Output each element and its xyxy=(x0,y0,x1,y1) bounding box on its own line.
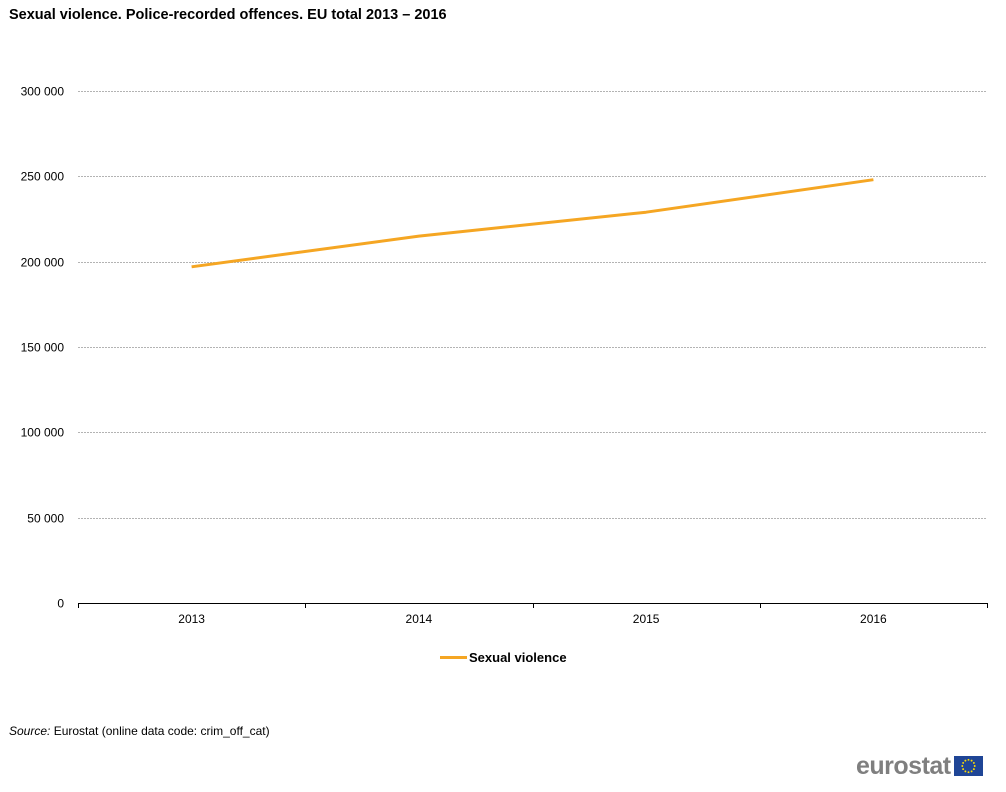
series-line xyxy=(191,178,874,269)
y-tick-label: 100 000 xyxy=(21,426,65,440)
x-tick-label: 2016 xyxy=(860,612,887,626)
flag-star xyxy=(973,765,976,767)
gridlines xyxy=(78,91,987,519)
x-axis: 2013 2014 2015 2016 xyxy=(78,603,988,626)
x-tick-label: 2014 xyxy=(406,612,433,626)
flag-star xyxy=(964,759,966,762)
y-tick-label: 0 xyxy=(57,597,64,611)
y-tick-label: 150 000 xyxy=(21,341,65,355)
y-tick-label: 50 000 xyxy=(27,512,64,526)
flag-star xyxy=(972,768,975,771)
flag-star xyxy=(970,770,973,773)
series-lines xyxy=(191,178,874,269)
y-tick-label: 300 000 xyxy=(21,85,65,99)
flag-star xyxy=(970,759,973,762)
flag-star xyxy=(960,765,963,767)
legend-label: Sexual violence xyxy=(469,650,567,665)
source-note: Source: Eurostat (online data code: crim… xyxy=(9,724,270,738)
source-text: Eurostat (online data code: crim_off_cat… xyxy=(53,724,270,738)
chart-title: Sexual violence. Police-recorded offence… xyxy=(9,7,447,23)
flag-star xyxy=(961,761,964,764)
eurostat-logo: eurostat xyxy=(856,752,983,780)
flag-star xyxy=(967,758,970,761)
eu-flag-icon xyxy=(953,756,983,776)
y-axis: 0 50 000 100 000 150 000 200 000 250 000 300 0… xyxy=(21,85,65,611)
y-tick-label: 250 000 xyxy=(21,170,65,184)
flag-star xyxy=(964,770,966,773)
flag-star xyxy=(967,771,970,774)
legend: Sexual violence xyxy=(440,650,567,665)
x-tick-label: 2015 xyxy=(633,612,660,626)
line-chart: 0 50 000 100 000 150 000 200 000 250 000 300 0… xyxy=(21,85,988,665)
flag-star xyxy=(961,768,964,771)
y-tick-label: 200 000 xyxy=(21,256,65,270)
x-tick-label: 2013 xyxy=(178,612,205,626)
logo-text: eurostat xyxy=(856,752,951,780)
source-label: Source: xyxy=(9,724,51,738)
flag-star xyxy=(972,761,975,764)
